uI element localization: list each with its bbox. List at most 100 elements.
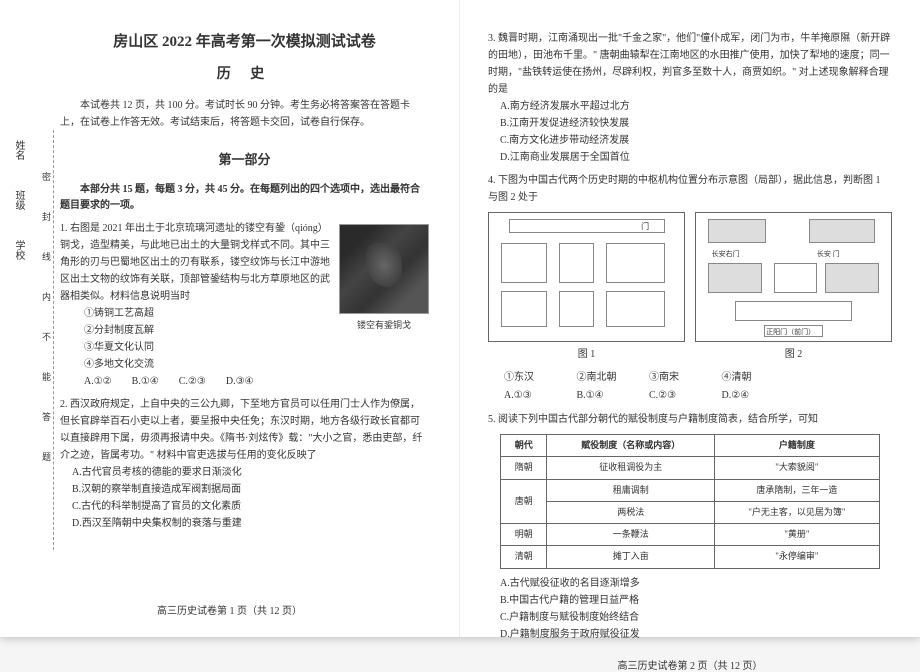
fig1-room [559,243,594,283]
cell: 一条鞭法 [547,524,714,546]
table-header-row: 朝代 赋役制度（名称或内容） 户籍制度 [501,435,880,457]
table-row: 明朝 一条鞭法 "黄册" [501,524,880,546]
q5-opt-b: B.中国古代户籍的管理日益严格 [500,592,688,609]
q2-opt-a: A.古代官员考核的德能的要求日渐淡化 [72,464,429,481]
question-2: 2. 西汉政府规定，上自中央的三公九卿，下至地方官员可以任用门士人作为僚属，但长… [60,396,429,532]
q4-opt-b: B.①④ [577,387,647,405]
seal-char: 线 [40,250,53,290]
th-household: 户籍制度 [714,435,879,457]
cell: 租庸调制 [547,479,714,501]
fig1-room [559,291,594,327]
fig2-block [735,301,852,321]
q2-number: 2. [60,399,68,410]
fig1-room [606,291,665,327]
q2-opt-d: D.西汉至隋朝中央集权制的衰落与重建 [72,515,429,532]
q3-text: 魏晋时期，江南涌现出一批"千金之家"，他们"僮仆成军，闭门为市，牛羊掩原隰（新开… [488,33,890,95]
q5-opt-d: D.户籍制度服务于政府赋役征发 [500,626,688,643]
section-1-desc: 本部分共 15 题，每题 3 分，共 45 分。在每题列出的四个选项中，选出最符… [60,182,429,214]
q1-number: 1. [60,223,68,234]
fig1-room [501,291,548,327]
exam-instructions: 本试卷共 12 页，共 100 分。考试时长 90 分钟。考生务必将答案答在答题… [60,97,429,131]
q1-item-2: ②分封制度瓦解 [84,322,204,339]
table-row: 唐朝 租庸调制 唐承隋制，三年一造 [501,479,880,501]
page-1-footer: 高三历史试卷第 1 页（共 12 页） [30,594,429,617]
fig2-block [708,219,767,243]
q4-number: 4. [488,175,496,186]
cell: 摊丁入亩 [547,546,714,568]
fig1-gate-label: 门 [641,220,649,234]
seal-char: 题 [40,450,53,490]
fig2-block [708,263,763,293]
q4-text: 下图为中国古代两个历史时期的中枢机构位置分布示意图（局部），据此信息，判断图 1… [488,175,881,203]
question-5: 5. 阅读下列中国古代部分朝代的赋役制度与户籍制度简表，结合所学，可知 朝代 赋… [488,411,892,643]
q1-text: 右图是 2021 年出土于北京琉璃河遗址的镂空有銎（qióng）铜戈，造型精美，… [60,223,330,302]
q4-item-4: ④清朝 [722,369,792,387]
cell: 征收租调役为主 [547,457,714,479]
page-2-footer: 高三历史试卷第 2 页（共 12 页） [488,649,892,672]
question-4: 4. 下图为中国古代两个历史时期的中枢机构位置分布示意图（局部），据此信息，判断… [488,172,892,405]
exam-title: 房山区 2022 年高考第一次模拟测试试卷 [60,30,429,51]
q4-item-1: ①东汉 [504,369,574,387]
q3-number: 3. [488,33,496,44]
section-1-title: 第一部分 [60,149,429,168]
exam-subject: 历 史 [60,63,429,83]
question-3: 3. 魏晋时期，江南涌现出一批"千金之家"，他们"僮仆成军，闭门为市，牛羊掩原隰… [488,30,892,166]
side-label-name: 姓名 [8,140,28,160]
q4-figure-2-wrap: 长安右门 长安 门 正阳门（前门） 图 2 [695,212,892,363]
side-label-school: 学校 [8,240,28,260]
cell: "户无主客，以见居为簿" [714,501,879,523]
q5-table-body: 隋朝 征收租调役为主 "大索貌阅" 唐朝 租庸调制 唐承隋制，三年一造 两税法 … [501,457,880,568]
q2-text: 西汉政府规定，上自中央的三公九卿，下至地方官员可以任用门士人作为僚属，但长官辟举… [60,399,422,461]
fig1-room [501,243,548,283]
q5-opt-c: C.户籍制度与赋役制度始终结合 [500,609,688,626]
cell: 两税法 [547,501,714,523]
seal-char: 密 [40,170,53,210]
table-row: 隋朝 征收租调役为主 "大索貌阅" [501,457,880,479]
q1-item-1: ①铸铜工艺高超 [84,305,204,322]
fig2-block [774,263,817,293]
q1-opt-d: D.③④ [226,373,254,390]
side-label-class: 班级 [8,190,28,210]
q1-item-3: ③华夏文化认同 [84,339,204,356]
q5-text: 阅读下列中国古代部分朝代的赋役制度与户籍制度简表，结合所学，可知 [498,414,818,425]
q2-opt-c: C.古代的科举制提高了官员的文化素质 [72,498,429,515]
q1-opt-b: B.①④ [132,373,159,390]
cell: "大索貌阅" [714,457,879,479]
q3-opt-a: A.南方经济发展水平超过北方 [500,98,688,115]
q3-opt-d: D.江南商业发展居于全国首位 [500,149,688,166]
fig1-room [606,243,665,283]
th-tax: 赋役制度（名称或内容） [547,435,714,457]
fig2-gate-left: 长安右门 [712,249,740,261]
side-form-labels: 姓名 班级 学校 [8,140,28,290]
q3-opt-b: B.江南开发促进经济较快发展 [500,115,688,132]
q4-opt-c: C.②③ [649,387,719,405]
q4-figure-2: 长安右门 长安 门 正阳门（前门） [695,212,892,342]
cell: 明朝 [501,524,547,546]
q1-figure: 镂空有銎铜戈 [339,224,429,334]
q4-item-2: ②南北朝 [577,369,647,387]
table-row: 清朝 摊丁入亩 "永停编审" [501,546,880,568]
q3-opt-c: C.南方文化进步带动经济发展 [500,132,688,149]
q2-opt-b: B.汉朝的察举制直接造成军阀割据局面 [72,481,429,498]
cell: "永停编审" [714,546,879,568]
seal-char: 答 [40,410,53,450]
q4-figure-1: 门 中书 门 [488,212,685,342]
page-1: 姓名 班级 学校 密 封 线 内 不 能 答 题 房山区 2022 年高考第一次… [0,0,460,637]
cell: 唐朝 [501,479,547,524]
page-2: 3. 魏晋时期，江南涌现出一批"千金之家"，他们"僮仆成军，闭门为市，牛羊掩原隰… [460,0,920,637]
q4-figure-1-wrap: 门 中书 门 图 1 [488,212,685,363]
fig2-zhengyang-label: 正阳门（前门） [766,327,815,339]
q5-table: 朝代 赋役制度（名称或内容） 户籍制度 隋朝 征收租调役为主 "大索貌阅" 唐朝… [500,434,880,569]
page-1-content: 房山区 2022 年高考第一次模拟测试试卷 历 史 本试卷共 12 页，共 10… [60,30,429,538]
fig2-gate-right: 长安 门 [817,249,840,261]
q5-number: 5. [488,414,496,425]
bronze-ge-image [339,224,429,314]
q4-diagrams: 门 中书 门 图 1 [488,212,892,363]
q4-opt-a: A.①③ [504,387,574,405]
q1-figure-caption: 镂空有銎铜戈 [339,318,429,333]
question-1: 镂空有銎铜戈 1. 右图是 2021 年出土于北京琉璃河遗址的镂空有銎（qión… [60,220,429,390]
q4-fig1-caption: 图 1 [488,346,685,363]
seal-char: 内 [40,290,53,330]
seal-char: 封 [40,210,53,250]
document-spread: 姓名 班级 学校 密 封 线 内 不 能 答 题 房山区 2022 年高考第一次… [0,0,920,637]
